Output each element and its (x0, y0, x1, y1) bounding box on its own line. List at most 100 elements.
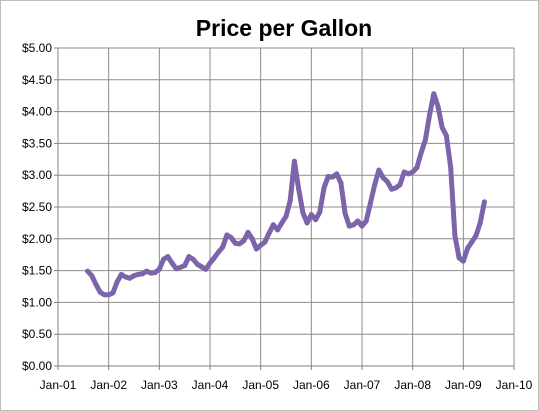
chart-title: Price per Gallon (196, 15, 372, 41)
data-point (351, 222, 357, 228)
data-point (380, 175, 386, 181)
data-point (414, 165, 420, 171)
data-point (401, 169, 407, 175)
data-point (376, 167, 382, 173)
data-point (211, 255, 217, 261)
data-point (85, 268, 91, 274)
x-tick-label: Jan-09 (445, 378, 482, 392)
data-point (477, 220, 483, 226)
data-point (275, 227, 281, 233)
x-tick-label: Jan-06 (293, 378, 330, 392)
data-point (431, 91, 437, 97)
data-point (123, 274, 129, 280)
data-point (291, 158, 297, 164)
data-point (203, 266, 209, 272)
y-tick-label: $1.50 (22, 264, 52, 278)
y-tick-label: $0.00 (22, 359, 52, 373)
data-point (152, 270, 158, 275)
data-point (245, 229, 251, 235)
data-point (405, 171, 411, 177)
data-point (127, 275, 133, 281)
data-point (422, 137, 428, 143)
data-point (329, 174, 335, 180)
data-point (448, 165, 454, 171)
data-point (156, 266, 162, 272)
data-point (313, 217, 319, 223)
data-point (131, 273, 137, 279)
data-point (393, 185, 399, 191)
x-tick-label: Jan-05 (242, 378, 279, 392)
data-point (165, 254, 171, 260)
data-point (186, 254, 192, 260)
data-point (144, 268, 150, 274)
data-point (97, 289, 103, 295)
data-point (384, 179, 390, 185)
x-tick-label: Jan-08 (394, 378, 431, 392)
data-point (397, 182, 403, 188)
data-point (435, 104, 441, 109)
data-point (194, 261, 200, 267)
data-point (439, 125, 445, 130)
x-tick-label: Jan-07 (344, 378, 381, 392)
y-tick-label: $1.00 (22, 295, 52, 309)
data-point (287, 198, 293, 204)
data-point (372, 182, 378, 188)
x-tick-label: Jan-10 (496, 378, 533, 392)
data-point (237, 241, 243, 247)
data-point (224, 232, 230, 238)
y-tick-label: $5.00 (22, 41, 52, 55)
data-point (418, 150, 424, 156)
data-point (304, 220, 310, 226)
data-point (258, 242, 264, 248)
data-point (199, 264, 205, 270)
data-point (89, 273, 95, 279)
data-point (325, 174, 331, 179)
data-point (270, 222, 276, 228)
data-point (220, 244, 226, 250)
data-point (135, 271, 141, 277)
data-point (410, 169, 416, 175)
x-tick-label: Jan-02 (90, 378, 127, 392)
data-point (93, 282, 99, 288)
x-tick-label: Jan-04 (192, 378, 229, 392)
data-point (215, 249, 221, 255)
data-point (182, 263, 188, 268)
data-point (443, 133, 449, 139)
data-point (359, 223, 365, 229)
data-point (228, 235, 234, 240)
data-point (110, 290, 116, 296)
data-point (161, 256, 167, 262)
data-point (460, 258, 466, 264)
data-point (481, 199, 487, 205)
data-point (342, 210, 348, 216)
data-point (334, 171, 340, 177)
data-point (207, 260, 213, 266)
data-point (338, 180, 344, 186)
data-point (249, 236, 255, 242)
data-point (106, 292, 112, 298)
y-tick-label: $0.50 (22, 327, 52, 341)
data-point (346, 223, 352, 229)
y-tick-label: $4.50 (22, 73, 52, 87)
data-point (262, 239, 268, 245)
data-point (321, 185, 327, 191)
data-point (253, 246, 259, 252)
data-point (139, 271, 145, 277)
y-tick-label: $3.50 (22, 136, 52, 150)
data-point (469, 239, 475, 245)
data-point (241, 238, 247, 244)
data-point (232, 240, 238, 246)
data-point (456, 255, 462, 261)
data-point (367, 200, 373, 206)
y-tick-label: $2.00 (22, 232, 52, 246)
data-point (427, 112, 433, 118)
data-point (118, 271, 124, 277)
data-point (279, 220, 285, 226)
x-tick-label: Jan-03 (141, 378, 178, 392)
data-point (266, 230, 272, 236)
data-point (101, 292, 107, 298)
data-point (296, 186, 302, 192)
data-point (283, 214, 289, 219)
